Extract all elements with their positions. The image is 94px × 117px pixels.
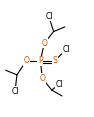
Text: Cl: Cl: [45, 12, 53, 21]
Text: Cl: Cl: [11, 87, 19, 96]
Text: Cl: Cl: [63, 45, 70, 54]
Text: Cl: Cl: [55, 80, 63, 89]
Text: O: O: [41, 39, 47, 48]
Text: P: P: [38, 56, 43, 65]
Text: O: O: [39, 74, 45, 83]
Text: O: O: [23, 56, 29, 65]
Text: S: S: [52, 56, 57, 65]
